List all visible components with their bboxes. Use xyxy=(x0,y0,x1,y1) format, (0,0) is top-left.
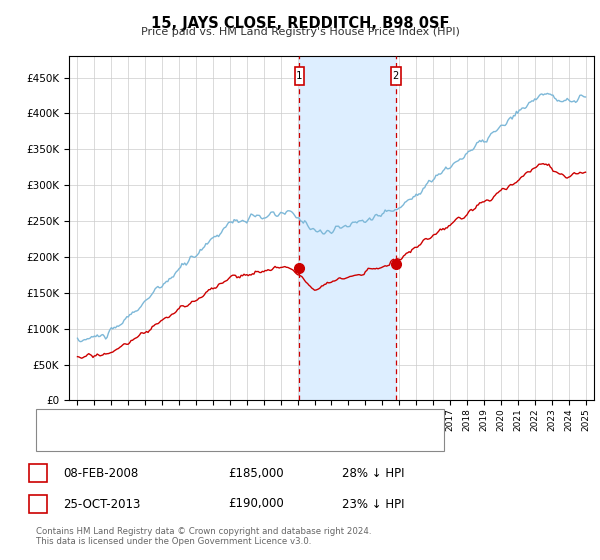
Text: 23% ↓ HPI: 23% ↓ HPI xyxy=(342,497,404,511)
Text: 2: 2 xyxy=(393,71,399,81)
Text: Price paid vs. HM Land Registry's House Price Index (HPI): Price paid vs. HM Land Registry's House … xyxy=(140,27,460,37)
Text: 15, JAYS CLOSE, REDDITCH, B98 0SF: 15, JAYS CLOSE, REDDITCH, B98 0SF xyxy=(151,16,449,31)
Text: Contains HM Land Registry data © Crown copyright and database right 2024.
This d: Contains HM Land Registry data © Crown c… xyxy=(36,526,371,546)
Text: 15, JAYS CLOSE, REDDITCH, B98 0SF (detached house): 15, JAYS CLOSE, REDDITCH, B98 0SF (detac… xyxy=(69,416,353,426)
Bar xyxy=(391,67,401,85)
Text: 28% ↓ HPI: 28% ↓ HPI xyxy=(342,466,404,480)
Text: ——: —— xyxy=(43,414,68,427)
Text: 2: 2 xyxy=(34,499,41,509)
Text: ——: —— xyxy=(43,432,68,446)
Text: 08-FEB-2008: 08-FEB-2008 xyxy=(63,466,138,480)
Text: HPI: Average price, detached house, Redditch: HPI: Average price, detached house, Redd… xyxy=(69,434,308,444)
Text: 25-OCT-2013: 25-OCT-2013 xyxy=(63,497,140,511)
Text: £190,000: £190,000 xyxy=(228,497,284,511)
Text: 1: 1 xyxy=(296,71,302,81)
Text: 1: 1 xyxy=(34,468,41,478)
Text: £185,000: £185,000 xyxy=(228,466,284,480)
Bar xyxy=(295,67,304,85)
Bar xyxy=(299,56,396,400)
